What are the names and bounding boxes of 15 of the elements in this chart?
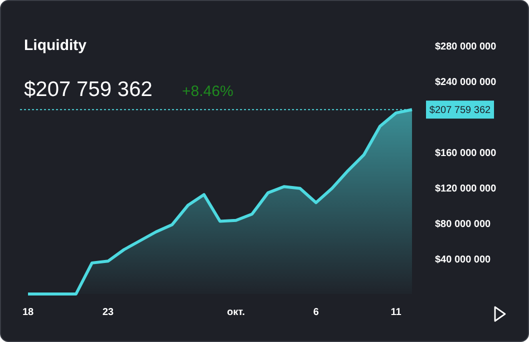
y-tick-label: $40 000 000 bbox=[435, 254, 492, 266]
x-tick-label: 11 bbox=[390, 307, 402, 318]
x-tick-label: 18 bbox=[22, 307, 34, 318]
chart-title: Liquidity bbox=[24, 37, 88, 54]
y-tick-label: $160 000 000 bbox=[435, 148, 497, 159]
y-tick-label: $120 000 000 bbox=[435, 184, 497, 194]
y-tick-label: $80 000 000 bbox=[435, 219, 492, 230]
y-tick-label: $280 000 000 bbox=[435, 42, 497, 52]
x-tick-label: 23 bbox=[102, 307, 114, 318]
ref-line-label: $207 759 362 bbox=[429, 105, 492, 116]
x-tick-label: 6 bbox=[313, 307, 320, 318]
annotation: +8.46% bbox=[182, 83, 234, 100]
text: $207 759 362 bbox=[24, 78, 152, 101]
x-tick-label: окт. bbox=[227, 307, 246, 318]
y-tick-label: $240 000 000 bbox=[435, 77, 497, 88]
